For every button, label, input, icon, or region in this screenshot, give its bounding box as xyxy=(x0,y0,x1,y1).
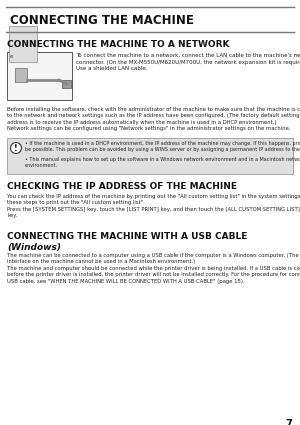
Text: • This manual explains how to set up the software in a Windows network environme: • This manual explains how to set up the… xyxy=(25,157,300,168)
Bar xyxy=(9,26,37,62)
Text: The machine can be connected to a computer using a USB cable if the computer is : The machine can be connected to a comput… xyxy=(7,253,300,283)
Text: CONNECTING THE MACHINE WITH A USB CABLE: CONNECTING THE MACHINE WITH A USB CABLE xyxy=(7,232,248,241)
Text: CONNECTING THE MACHINE TO A NETWORK: CONNECTING THE MACHINE TO A NETWORK xyxy=(7,40,230,49)
Text: You can check the IP address of the machine by printing out the "All custom sett: You can check the IP address of the mach… xyxy=(7,194,300,218)
Bar xyxy=(7,52,72,100)
Text: e: e xyxy=(10,54,14,59)
Bar xyxy=(7,138,293,174)
Text: CHECKING THE IP ADDRESS OF THE MACHINE: CHECKING THE IP ADDRESS OF THE MACHINE xyxy=(7,182,237,191)
Text: To connect the machine to a network, connect the LAN cable to the machine's netw: To connect the machine to a network, con… xyxy=(76,53,300,71)
Text: !: ! xyxy=(14,144,18,153)
Text: (Windows): (Windows) xyxy=(7,243,61,252)
Bar xyxy=(62,80,71,88)
Text: 7: 7 xyxy=(285,419,292,425)
Text: CONNECTING THE MACHINE: CONNECTING THE MACHINE xyxy=(10,14,194,26)
Bar xyxy=(15,68,27,82)
Text: • If the machine is used in a DHCP environment, the IP address of the machine ma: • If the machine is used in a DHCP envir… xyxy=(25,141,300,152)
Text: Before installing the software, check with the administrator of the machine to m: Before installing the software, check wi… xyxy=(7,107,300,131)
Circle shape xyxy=(11,142,22,153)
